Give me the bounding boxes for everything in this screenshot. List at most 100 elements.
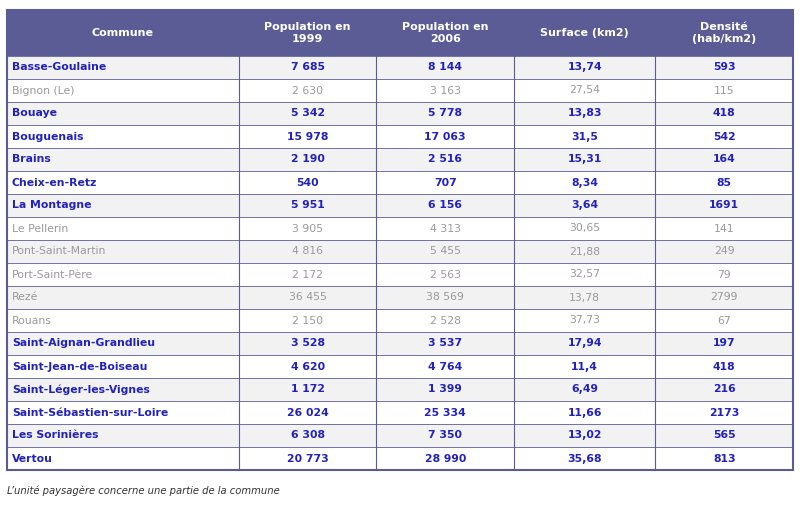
Text: Population en
2006: Population en 2006: [402, 22, 489, 44]
Bar: [7, 125, 793, 148]
Text: 2 172: 2 172: [292, 269, 323, 280]
Text: 31,5: 31,5: [571, 132, 598, 141]
Text: 7 685: 7 685: [290, 63, 325, 73]
Bar: [7, 102, 793, 125]
Bar: [7, 401, 793, 424]
Text: Le Pellerin: Le Pellerin: [12, 223, 68, 234]
Text: 6 156: 6 156: [428, 200, 462, 210]
Text: 141: 141: [714, 223, 734, 234]
Text: Saint-Jean-de-Boiseau: Saint-Jean-de-Boiseau: [12, 362, 147, 371]
Text: 2 150: 2 150: [292, 315, 323, 325]
Text: 13,83: 13,83: [567, 108, 602, 119]
Bar: [7, 378, 793, 401]
Text: 17 063: 17 063: [424, 132, 466, 141]
Text: Cheix-en-Retz: Cheix-en-Retz: [12, 178, 98, 188]
Bar: [7, 332, 793, 355]
Bar: [7, 355, 793, 378]
Text: 13,74: 13,74: [567, 63, 602, 73]
Text: 565: 565: [713, 430, 735, 440]
Bar: [655, 10, 793, 56]
Text: 4 764: 4 764: [428, 362, 462, 371]
Text: 5 342: 5 342: [290, 108, 325, 119]
Text: 17,94: 17,94: [567, 338, 602, 349]
Text: 1 172: 1 172: [290, 384, 325, 395]
Text: 35,68: 35,68: [567, 453, 602, 464]
Text: 8 144: 8 144: [428, 63, 462, 73]
Bar: [7, 194, 793, 217]
Text: Commune: Commune: [92, 28, 154, 38]
Text: 418: 418: [713, 108, 735, 119]
Text: Population en
1999: Population en 1999: [264, 22, 351, 44]
Text: 3 163: 3 163: [430, 85, 461, 95]
Bar: [7, 217, 793, 240]
Text: 79: 79: [718, 269, 731, 280]
Text: Rouans: Rouans: [12, 315, 52, 325]
Text: 813: 813: [713, 453, 735, 464]
Text: 115: 115: [714, 85, 734, 95]
Text: 15,31: 15,31: [567, 154, 602, 165]
Bar: [239, 10, 377, 56]
Text: 3 528: 3 528: [290, 338, 325, 349]
Text: 8,34: 8,34: [571, 178, 598, 188]
Text: 2 563: 2 563: [430, 269, 461, 280]
Text: 13,78: 13,78: [570, 293, 600, 303]
Text: 216: 216: [713, 384, 735, 395]
Text: Surface (km2): Surface (km2): [540, 28, 629, 38]
Text: Saint-Aignan-Grandlieu: Saint-Aignan-Grandlieu: [12, 338, 155, 349]
Text: 707: 707: [434, 178, 457, 188]
Text: Densité
(hab/km2): Densité (hab/km2): [692, 22, 756, 44]
Bar: [7, 263, 793, 286]
Text: 2 630: 2 630: [292, 85, 323, 95]
Text: 11,66: 11,66: [567, 408, 602, 418]
Text: Bignon (Le): Bignon (Le): [12, 85, 74, 95]
Bar: [7, 424, 793, 447]
Text: 5 455: 5 455: [430, 247, 461, 256]
Text: L’unité paysagère concerne une partie de la commune: L’unité paysagère concerne une partie de…: [7, 486, 280, 496]
Text: 164: 164: [713, 154, 735, 165]
Text: 21,88: 21,88: [570, 247, 600, 256]
Bar: [377, 10, 514, 56]
Text: 13,02: 13,02: [567, 430, 602, 440]
Text: 67: 67: [718, 315, 731, 325]
Bar: [7, 10, 239, 56]
Bar: [7, 171, 793, 194]
Text: Saint-Léger-les-Vignes: Saint-Léger-les-Vignes: [12, 384, 150, 395]
Bar: [7, 286, 793, 309]
Text: 593: 593: [713, 63, 735, 73]
Text: 4 816: 4 816: [292, 247, 323, 256]
Text: 1 399: 1 399: [428, 384, 462, 395]
Text: La Montagne: La Montagne: [12, 200, 91, 210]
Text: 38 569: 38 569: [426, 293, 464, 303]
Text: 2173: 2173: [709, 408, 739, 418]
Text: 2 190: 2 190: [290, 154, 325, 165]
Bar: [514, 10, 655, 56]
Text: 11,4: 11,4: [571, 362, 598, 371]
Text: 6 308: 6 308: [290, 430, 325, 440]
Text: 4 313: 4 313: [430, 223, 461, 234]
Bar: [7, 447, 793, 470]
Text: 85: 85: [717, 178, 732, 188]
Text: 249: 249: [714, 247, 734, 256]
Text: Brains: Brains: [12, 154, 50, 165]
Bar: [7, 309, 793, 332]
Text: Basse-Goulaine: Basse-Goulaine: [12, 63, 106, 73]
Bar: [7, 79, 793, 102]
Text: 32,57: 32,57: [570, 269, 600, 280]
Text: 36 455: 36 455: [289, 293, 326, 303]
Text: Saint-Sébastien-sur-Loire: Saint-Sébastien-sur-Loire: [12, 408, 168, 418]
Text: Port-Saint-Père: Port-Saint-Père: [12, 269, 94, 280]
Text: 3,64: 3,64: [571, 200, 598, 210]
Text: Les Sorinières: Les Sorinières: [12, 430, 98, 440]
Text: 1691: 1691: [709, 200, 739, 210]
Text: 26 024: 26 024: [286, 408, 329, 418]
Text: 15 978: 15 978: [287, 132, 328, 141]
Text: 37,73: 37,73: [570, 315, 600, 325]
Text: 30,65: 30,65: [569, 223, 600, 234]
Bar: [7, 56, 793, 79]
Text: Vertou: Vertou: [12, 453, 53, 464]
Text: 197: 197: [713, 338, 735, 349]
Text: 4 620: 4 620: [290, 362, 325, 371]
Text: 20 773: 20 773: [286, 453, 329, 464]
Text: 2 528: 2 528: [430, 315, 461, 325]
Text: 7 350: 7 350: [428, 430, 462, 440]
